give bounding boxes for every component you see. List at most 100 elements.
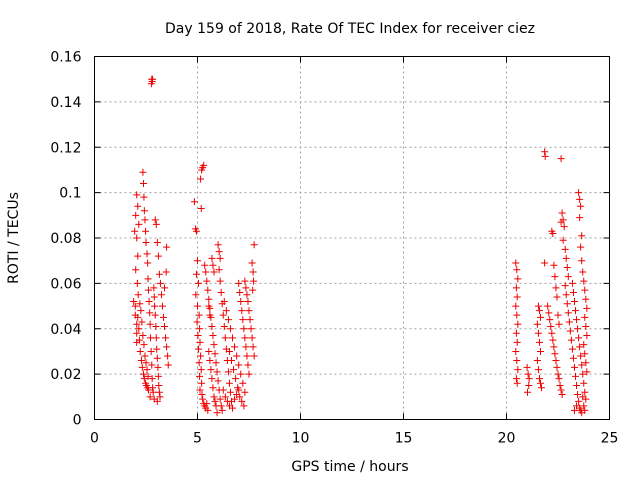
data-point bbox=[579, 393, 587, 401]
data-point bbox=[196, 372, 204, 380]
data-point bbox=[210, 268, 218, 276]
data-point bbox=[241, 388, 249, 396]
data-point bbox=[205, 302, 213, 310]
data-point bbox=[201, 261, 209, 269]
data-point bbox=[136, 347, 144, 355]
data-point bbox=[524, 388, 532, 396]
data-point bbox=[197, 366, 205, 374]
data-point bbox=[162, 334, 170, 342]
data-point bbox=[576, 195, 584, 203]
data-point bbox=[235, 279, 243, 287]
data-point bbox=[211, 350, 219, 358]
data-point bbox=[249, 343, 257, 351]
data-point bbox=[546, 316, 554, 324]
data-point bbox=[580, 379, 588, 387]
data-point bbox=[552, 284, 560, 292]
data-point bbox=[570, 406, 578, 414]
data-point bbox=[205, 295, 213, 303]
data-point bbox=[153, 354, 161, 362]
data-point bbox=[143, 366, 151, 374]
data-point bbox=[144, 386, 152, 394]
data-point bbox=[583, 368, 591, 376]
data-point bbox=[235, 386, 243, 394]
data-point bbox=[203, 400, 211, 408]
x-tick-label: 20 bbox=[498, 431, 516, 447]
data-point bbox=[140, 193, 148, 201]
data-point bbox=[214, 241, 222, 249]
data-point bbox=[541, 152, 549, 160]
data-point bbox=[154, 372, 162, 380]
data-point bbox=[213, 368, 221, 376]
data-point bbox=[151, 311, 159, 319]
data-point bbox=[194, 332, 202, 340]
data-point bbox=[578, 257, 586, 265]
data-point bbox=[225, 379, 233, 387]
data-point bbox=[512, 347, 520, 355]
data-point bbox=[197, 352, 205, 360]
data-point bbox=[227, 357, 235, 365]
y-axis-title: ROTI / TECUs bbox=[6, 192, 22, 284]
data-point bbox=[150, 284, 158, 292]
data-point bbox=[164, 361, 172, 369]
data-point bbox=[133, 234, 141, 242]
data-point bbox=[541, 259, 549, 267]
data-point bbox=[219, 311, 227, 319]
data-point bbox=[142, 239, 150, 247]
data-point bbox=[533, 357, 541, 365]
y-tick-label: 0.04 bbox=[50, 322, 81, 338]
data-point bbox=[576, 214, 584, 222]
data-point bbox=[568, 279, 576, 287]
data-point bbox=[154, 252, 162, 260]
data-point bbox=[250, 277, 258, 285]
data-point bbox=[216, 277, 224, 285]
data-point bbox=[130, 298, 138, 306]
data-point bbox=[153, 239, 161, 247]
data-point bbox=[133, 338, 141, 346]
data-point bbox=[225, 347, 233, 355]
axis-ticks bbox=[94, 56, 610, 420]
data-point bbox=[583, 304, 591, 312]
data-point bbox=[569, 288, 577, 296]
data-point bbox=[561, 282, 569, 290]
data-point bbox=[536, 379, 544, 387]
data-point bbox=[582, 322, 590, 330]
data-point bbox=[137, 307, 145, 315]
data-point bbox=[557, 386, 565, 394]
y-tick-label: 0.12 bbox=[50, 140, 81, 156]
data-point bbox=[582, 359, 590, 367]
y-tick-label: 0 bbox=[73, 413, 82, 429]
data-point bbox=[140, 207, 148, 215]
data-point bbox=[581, 388, 589, 396]
data-point bbox=[215, 266, 223, 274]
data-point bbox=[583, 332, 591, 340]
data-point bbox=[580, 277, 588, 285]
data-point bbox=[513, 266, 521, 274]
data-point bbox=[541, 148, 549, 156]
data-point bbox=[512, 302, 520, 310]
data-point bbox=[241, 334, 249, 342]
data-point bbox=[158, 302, 166, 310]
data-point bbox=[157, 291, 165, 299]
grid bbox=[94, 56, 610, 420]
data-point bbox=[144, 259, 152, 267]
data-point bbox=[577, 243, 585, 251]
data-point bbox=[134, 252, 142, 260]
data-point bbox=[131, 302, 139, 310]
data-point bbox=[230, 366, 238, 374]
y-tick-label: 0.14 bbox=[50, 95, 81, 111]
data-point bbox=[146, 393, 154, 401]
data-point bbox=[161, 322, 169, 330]
data-point bbox=[138, 363, 146, 371]
data-point bbox=[514, 275, 522, 283]
data-point bbox=[148, 375, 156, 383]
data-point bbox=[512, 259, 520, 267]
data-point bbox=[196, 338, 204, 346]
data-point bbox=[235, 361, 243, 369]
data-point bbox=[551, 273, 559, 281]
data-point bbox=[221, 334, 229, 342]
data-point bbox=[151, 216, 159, 224]
data-point bbox=[563, 263, 571, 271]
data-point bbox=[513, 293, 521, 301]
data-point bbox=[229, 334, 237, 342]
